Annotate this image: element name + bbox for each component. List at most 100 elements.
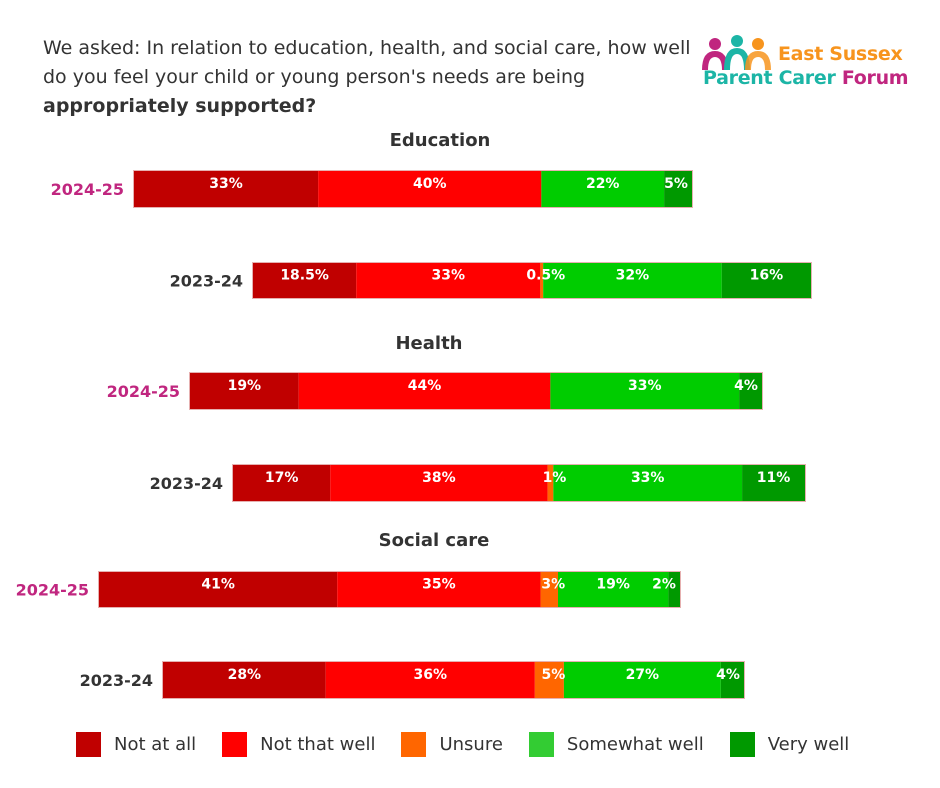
data-label: 4% — [734, 378, 758, 394]
data-label: 0.5% — [526, 268, 565, 284]
data-label: 33% — [432, 268, 466, 284]
bar-outline — [232, 464, 806, 502]
bar-segment-not-that-well — [330, 465, 548, 501]
question-text: We asked: In relation to education, heal… — [43, 34, 693, 121]
data-label: 11% — [757, 470, 791, 486]
bar-segment-somewhat-well — [543, 263, 722, 298]
bar-outline — [189, 372, 763, 410]
data-label: 44% — [408, 378, 442, 394]
data-label: 3% — [541, 577, 565, 593]
legend-swatch — [528, 732, 554, 757]
data-label: 27% — [626, 667, 660, 683]
section-title-health: Health — [395, 333, 462, 354]
data-label: 28% — [228, 667, 262, 683]
legend-label: Very well — [767, 734, 850, 755]
legend-swatch — [729, 732, 755, 757]
data-label: 22% — [586, 176, 620, 192]
data-label: 16% — [750, 268, 784, 284]
bar-outline — [98, 571, 681, 608]
year-label: 2023-24 — [170, 272, 243, 291]
bar-segment-unsure — [547, 465, 554, 501]
year-label: 2023-24 — [80, 671, 153, 690]
bar-segment-somewhat-well — [553, 465, 743, 501]
data-label: 40% — [413, 176, 447, 192]
logo-text-forum-word: Forum — [841, 67, 909, 89]
data-label: 17% — [265, 470, 299, 486]
data-label: 4% — [716, 667, 740, 683]
data-label: 5% — [541, 667, 565, 683]
legend-item-very-well: Very well — [729, 732, 850, 757]
bar-segment-unsure — [540, 572, 558, 607]
legend-item-not-at-all: Not at all — [76, 732, 196, 757]
bar-segment-very-well — [739, 373, 762, 409]
people-icon — [702, 35, 771, 71]
data-label: 36% — [414, 667, 448, 683]
year-label: 2023-24 — [150, 474, 223, 493]
data-label: 41% — [201, 577, 235, 593]
bar-segment-somewhat-well — [563, 662, 721, 698]
legend-swatch — [76, 732, 101, 757]
data-label: 38% — [422, 470, 456, 486]
bar-segment-not-at-all — [253, 263, 357, 298]
section-title-social-care: Social care — [379, 530, 490, 551]
logo-text-forum: Parent Carer Forum — [703, 67, 909, 89]
bar-segment-unsure — [540, 263, 544, 298]
data-label: 19% — [596, 577, 630, 593]
data-label: 33% — [628, 378, 662, 394]
bar-segment-not-that-well — [318, 171, 542, 207]
data-label: 33% — [209, 176, 243, 192]
data-label: 35% — [422, 577, 456, 593]
legend-item-unsure: Unsure — [401, 732, 503, 757]
person-head-icon — [709, 38, 721, 50]
year-label: 2024-25 — [51, 180, 124, 199]
legend-label: Not that well — [260, 734, 376, 755]
bar-segment-very-well — [742, 465, 805, 501]
legend-label: Unsure — [439, 734, 503, 755]
data-label: 5% — [664, 176, 688, 192]
data-label: 33% — [631, 470, 665, 486]
question-main: We asked: In relation to education, heal… — [43, 37, 691, 88]
bar-outline — [252, 262, 812, 299]
bar-segment-not-at-all — [99, 572, 338, 607]
section-title-education: Education — [390, 130, 491, 151]
bar-segment-somewhat-well — [541, 171, 665, 207]
bar-segment-very-well — [721, 263, 811, 298]
bar-segment-very-well — [664, 171, 692, 207]
bar-segment-somewhat-well — [557, 572, 669, 607]
person-head-icon — [731, 35, 743, 47]
bar-segment-not-at-all — [134, 171, 319, 207]
legend-swatch — [222, 732, 248, 757]
bar-segment-very-well — [668, 572, 680, 607]
bar-outline — [162, 661, 745, 699]
bar-segment-not-at-all — [163, 662, 326, 698]
data-label: 19% — [228, 378, 262, 394]
year-label: 2024-25 — [16, 581, 89, 600]
legend-item-not-that-well: Not that well — [222, 732, 375, 757]
legend-label: Somewhat well — [566, 734, 704, 755]
year-label: 2024-25 — [107, 382, 180, 401]
bar-segment-not-that-well — [325, 662, 535, 698]
legend-label: Not at all — [114, 734, 197, 755]
legend-swatch — [401, 732, 427, 757]
logo-text-parent-carer: Parent Carer — [703, 67, 836, 89]
legend: Not at all Not that well Unsure Somewhat we… — [76, 732, 875, 757]
bar-segment-not-that-well — [356, 263, 541, 298]
data-label: 32% — [616, 268, 650, 284]
data-label: 18.5% — [280, 268, 329, 284]
bar-outline — [133, 170, 693, 208]
question-bold: appropriately supported? — [43, 95, 317, 117]
bar-segment-not-at-all — [190, 373, 299, 409]
bar-segment-not-that-well — [337, 572, 541, 607]
data-label: 1% — [543, 470, 567, 486]
legend-item-somewhat-well: Somewhat well — [528, 732, 704, 757]
bar-segment-somewhat-well — [550, 373, 740, 409]
bar-segment-not-at-all — [233, 465, 331, 501]
bar-segment-unsure — [534, 662, 564, 698]
bar-segment-not-that-well — [298, 373, 551, 409]
data-label: 2% — [652, 577, 676, 593]
logo: East Sussex Parent Carer Forum — [700, 32, 925, 97]
bar-segment-very-well — [720, 662, 744, 698]
logo-text-east-sussex: East Sussex — [778, 43, 903, 65]
person-head-icon — [752, 38, 764, 50]
